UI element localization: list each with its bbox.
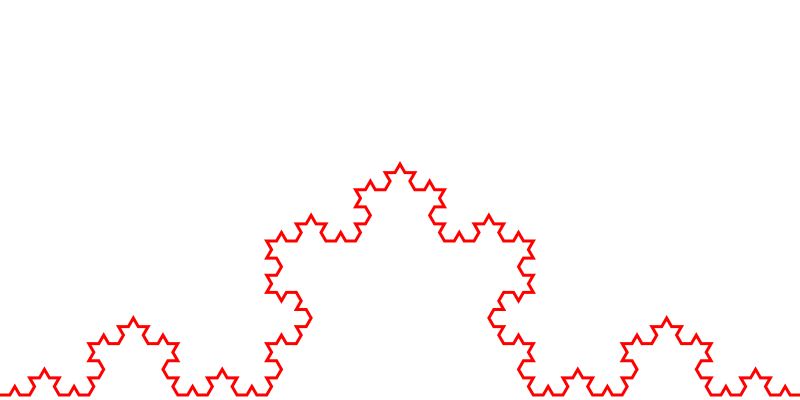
koch-curve-line (0, 161, 800, 397)
